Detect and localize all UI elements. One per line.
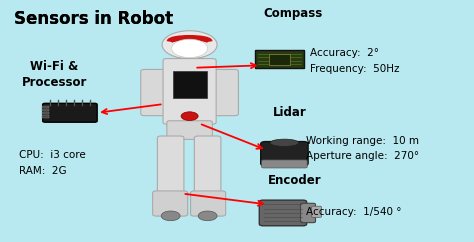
Circle shape xyxy=(198,211,217,221)
FancyBboxPatch shape xyxy=(157,136,184,196)
Circle shape xyxy=(161,211,180,221)
Ellipse shape xyxy=(270,139,299,146)
Text: Lidar: Lidar xyxy=(273,106,306,120)
Text: Working range:  10 m
Aperture angle:  270°: Working range: 10 m Aperture angle: 270° xyxy=(306,136,419,161)
Circle shape xyxy=(172,39,208,58)
FancyBboxPatch shape xyxy=(42,112,49,114)
FancyBboxPatch shape xyxy=(181,47,199,62)
FancyBboxPatch shape xyxy=(42,109,49,111)
Text: Accuracy:  1/540 °: Accuracy: 1/540 ° xyxy=(306,207,401,217)
Circle shape xyxy=(162,31,217,59)
FancyBboxPatch shape xyxy=(194,136,221,196)
FancyBboxPatch shape xyxy=(255,50,304,68)
Text: CPU:  i3 core
RAM:  2G: CPU: i3 core RAM: 2G xyxy=(19,150,86,176)
FancyBboxPatch shape xyxy=(269,54,290,65)
FancyBboxPatch shape xyxy=(167,121,212,139)
Circle shape xyxy=(181,112,198,121)
FancyBboxPatch shape xyxy=(191,191,226,216)
Text: Wi-Fi &
Processor: Wi-Fi & Processor xyxy=(22,60,87,90)
Text: Sensors in Robot: Sensors in Robot xyxy=(14,10,173,28)
Text: Accuracy:  2°
Frequency:  50Hz: Accuracy: 2° Frequency: 50Hz xyxy=(310,48,400,74)
Text: Sensors in Robot: Sensors in Robot xyxy=(14,10,173,28)
FancyBboxPatch shape xyxy=(211,69,238,116)
FancyBboxPatch shape xyxy=(301,203,316,223)
Text: Compass: Compass xyxy=(263,7,322,20)
FancyBboxPatch shape xyxy=(312,206,321,217)
FancyBboxPatch shape xyxy=(173,71,207,98)
FancyBboxPatch shape xyxy=(43,103,97,122)
FancyBboxPatch shape xyxy=(42,115,49,118)
Text: Encoder: Encoder xyxy=(268,174,321,187)
FancyBboxPatch shape xyxy=(261,142,308,166)
FancyBboxPatch shape xyxy=(141,69,168,116)
FancyBboxPatch shape xyxy=(153,191,188,216)
FancyBboxPatch shape xyxy=(42,106,49,108)
FancyBboxPatch shape xyxy=(259,200,307,226)
FancyBboxPatch shape xyxy=(163,59,216,124)
FancyBboxPatch shape xyxy=(262,160,307,168)
